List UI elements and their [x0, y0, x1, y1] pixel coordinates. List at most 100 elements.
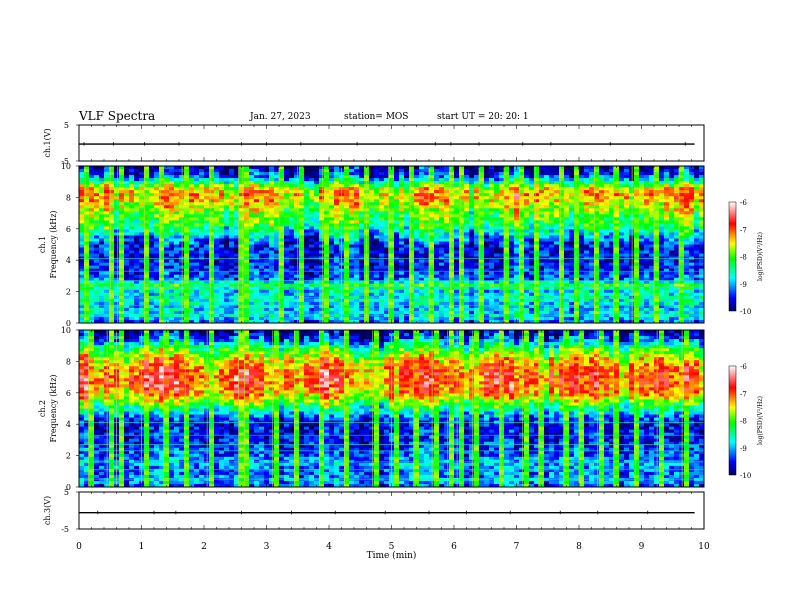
- ch1-spectrogram-cell: [444, 181, 450, 185]
- ch1-spectrogram-cell: [99, 319, 105, 324]
- ch1-spectrogram-cell: [89, 247, 95, 251]
- ch1-spectrogram-cell: [109, 184, 115, 188]
- ch1-spectrogram-cell: [409, 271, 415, 275]
- ch1-spectrogram-cell: [214, 199, 220, 203]
- ch1-spectrogram-cell: [434, 289, 440, 294]
- ch1-spectrogram-cell: [159, 277, 165, 282]
- ch1-spectrogram-cell: [389, 283, 395, 288]
- ch1-spectrogram-cell: [259, 220, 265, 224]
- ch1-spectrogram-cell: [434, 178, 440, 182]
- ch1-spectrogram-cell: [84, 205, 90, 209]
- ch1-spectrogram-cell: [169, 286, 175, 291]
- ch1-spectrogram-cell: [389, 268, 395, 272]
- ch1-spectrogram-cell: [459, 214, 465, 218]
- ch1-spectrogram-cell: [489, 283, 495, 288]
- ch1-spectrogram-cell: [329, 253, 335, 257]
- ch1-spectrogram-cell: [354, 169, 360, 173]
- ch1-spectrogram-cell: [524, 271, 530, 275]
- ch1-spectrogram-cell: [214, 247, 220, 251]
- ch1-spectrogram-cell: [309, 253, 315, 257]
- ch1-spectrogram-cell: [184, 187, 190, 191]
- ch1-spectrogram-cell: [489, 247, 495, 251]
- ch1-spectrogram-cell: [309, 178, 315, 182]
- ch1-spectrogram-cell: [504, 232, 510, 236]
- ch1-spectrogram-cell: [429, 220, 435, 224]
- ch1-spectrogram-cell: [134, 307, 140, 312]
- ch1-spectrogram-cell: [509, 166, 515, 170]
- ch1-spectrogram-cell: [384, 205, 390, 209]
- ch1-spectrogram-cell: [159, 295, 165, 300]
- ch1-spectrogram-cell: [369, 220, 375, 224]
- ch1-spectrogram-cell: [269, 217, 275, 221]
- ch1-spectrogram-cell: [159, 217, 165, 221]
- ch1-spectrogram-cell: [329, 202, 335, 206]
- ch1-spectrogram-cell: [209, 244, 215, 248]
- ch1-spectrogram-cell: [199, 319, 205, 324]
- ch1-spectrogram-cell: [314, 178, 320, 182]
- ch1-spectrogram-cell: [439, 259, 445, 263]
- ch1-spectrogram-cell: [234, 298, 240, 303]
- ch1-spectrogram-cell: [214, 244, 220, 248]
- ch1-spectrogram-cell: [304, 235, 310, 239]
- ch1-spectrogram-cell: [104, 229, 110, 233]
- ch1-spectrogram-cell: [374, 199, 380, 203]
- ch1-spectrogram-cell: [144, 319, 150, 324]
- ch1-spectrogram-cell: [534, 166, 540, 170]
- ch1-spectrogram-cell: [394, 262, 400, 266]
- ch1-spectrogram-cell: [479, 262, 485, 266]
- ch1-spectrogram-cell: [409, 298, 415, 303]
- ch1-spectrogram-cell: [439, 172, 445, 176]
- ch1-spectrogram-cell: [164, 268, 170, 272]
- ch1-spectrogram-cell: [284, 304, 290, 309]
- ch1-spectrogram-cell: [289, 289, 295, 294]
- ch1-spectrogram-cell: [399, 226, 405, 230]
- ch1-spectrogram-cell: [489, 232, 495, 236]
- ch1-spectrogram-cell: [509, 316, 515, 321]
- ch1-spectrogram-cell: [289, 304, 295, 309]
- ch1-spectrogram-cell: [449, 202, 455, 206]
- ch1-spectrogram-cell: [424, 175, 430, 179]
- ch1-spectrogram-cell: [204, 211, 210, 215]
- ch1-spectrogram-cell: [89, 223, 95, 227]
- ch1-spectrogram-cell: [504, 220, 510, 224]
- ch1-spectrogram-cell: [229, 274, 235, 279]
- ch1-spectrogram-cell: [404, 181, 410, 185]
- ch1-spectrogram-cell: [99, 232, 105, 236]
- ch1-spectrogram-cell: [309, 301, 315, 306]
- ch1-spectrogram-cell: [444, 226, 450, 230]
- ch1-spectrogram-cell: [219, 274, 225, 279]
- ch1-spectrogram-cell: [479, 190, 485, 194]
- ch1-spectrogram-cell: [304, 286, 310, 291]
- ch1-spectrogram-cell: [149, 190, 155, 194]
- ch1-spectrogram-cell: [284, 295, 290, 300]
- ch1-spectrogram-cell: [199, 286, 205, 291]
- ch1-spectrogram-cell: [419, 244, 425, 248]
- ch1-spectrogram-cell: [459, 217, 465, 221]
- ch1-spectrogram-cell: [314, 184, 320, 188]
- ch1-spectrogram-cell: [349, 295, 355, 300]
- ch1-spectrogram-cell: [149, 205, 155, 209]
- ch1-spectrogram-cell: [489, 193, 495, 197]
- ch1-spectrogram-cell: [214, 256, 220, 260]
- ch1-spectrogram-cell: [279, 316, 285, 321]
- ch1-spectrogram-cell: [434, 190, 440, 194]
- ch1-spectrogram-cell: [154, 295, 160, 300]
- ch1-spectrogram-cell: [184, 292, 190, 297]
- ch1-spectrogram-cell: [329, 280, 335, 285]
- ch1-spectrogram-cell: [309, 190, 315, 194]
- ch1-spectrogram-cell: [524, 217, 530, 221]
- ch1-spectrogram-cell: [79, 271, 85, 275]
- ch1-spectrogram-cell: [114, 196, 120, 200]
- ch1-spectrogram-cell: [459, 313, 465, 318]
- ch1-spectrogram-cell: [404, 319, 410, 324]
- ch1-spectrogram-cell: [444, 244, 450, 248]
- ch1-spectrogram-cell: [349, 259, 355, 263]
- ch1-spectrogram-cell: [249, 169, 255, 173]
- ch1-spectrogram-cell: [324, 187, 330, 191]
- ch1-spectrogram-cell: [369, 169, 375, 173]
- ch1-spectrogram-cell: [524, 175, 530, 179]
- ch1-spectrogram-cell: [429, 175, 435, 179]
- ch1-spectrogram-cell: [119, 256, 125, 260]
- ch1-spectrogram-cell: [499, 274, 505, 279]
- ch1-spectrogram-cell: [304, 202, 310, 206]
